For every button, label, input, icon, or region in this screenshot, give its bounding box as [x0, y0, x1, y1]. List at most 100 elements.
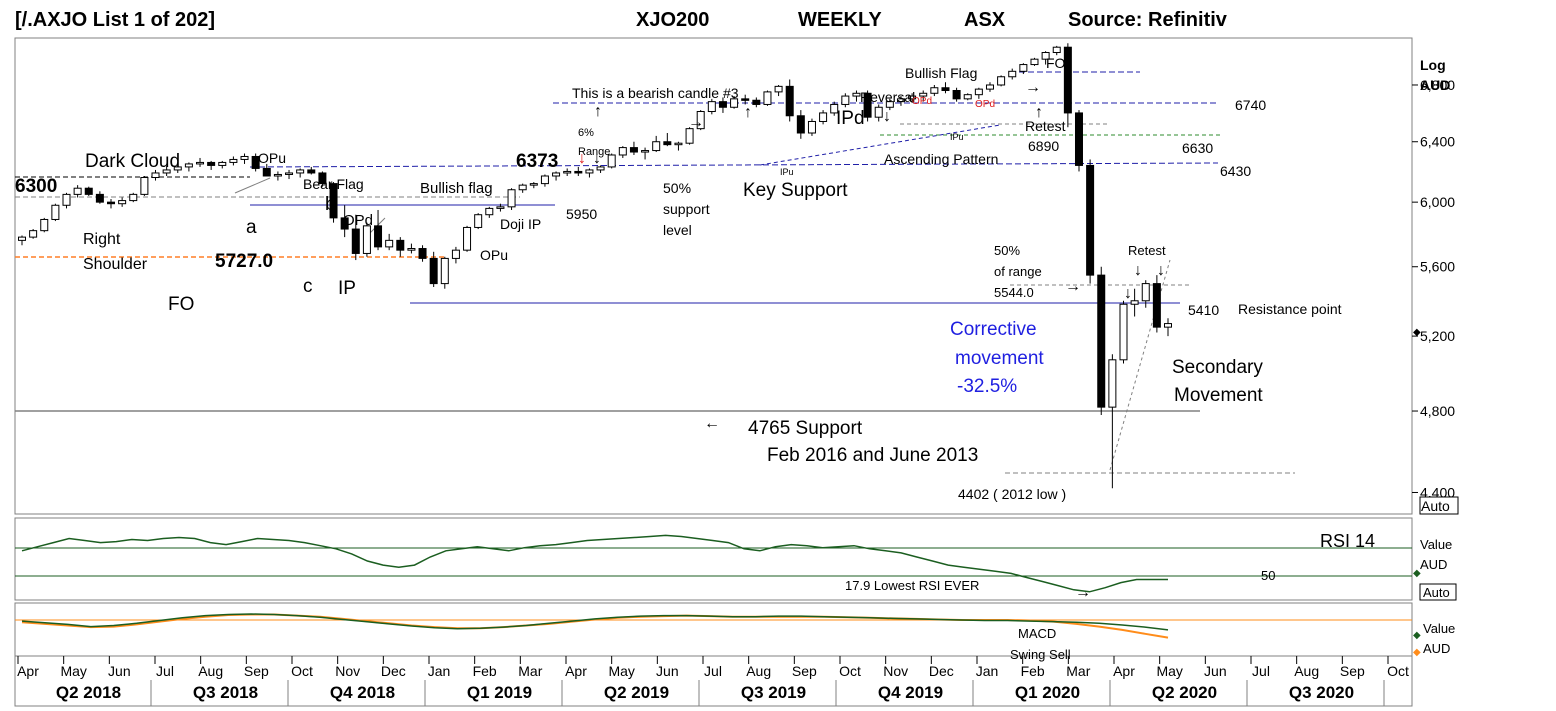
month-label: Jan [428, 663, 451, 679]
source-label: Source: Refinitiv [1068, 9, 1228, 31]
candle-up [73, 187, 82, 195]
month-labels: Apr May Jun Jul Aug Sep Oct Nov Dec Jan Feb Mar Apr M… [17, 656, 1409, 679]
ipu-label-1: IPu [780, 167, 794, 177]
candle-up [273, 173, 282, 177]
exchange-label: ASX [964, 9, 1006, 31]
up-arrow-icon: ↑ [594, 103, 602, 120]
candle-up [229, 158, 238, 163]
dark-cloud-label: Dark Cloud [85, 151, 180, 172]
candle-up [18, 236, 26, 241]
rsi-auto-button[interactable] [1419, 583, 1457, 601]
month-label: Apr [1113, 663, 1135, 679]
pct6-label: 6% [578, 127, 594, 139]
candle-up [685, 128, 694, 144]
macd-axis-label-value: Value [1423, 621, 1455, 636]
candle-up [807, 120, 816, 134]
quarter-label: Q2 2020 [1152, 683, 1217, 702]
down-arrow-icon: ↓ [883, 108, 891, 125]
candle-up [652, 141, 661, 152]
month-label: Jun [108, 663, 131, 679]
candle-up [896, 98, 905, 103]
candle-down [107, 201, 116, 205]
month-label: Feb [1021, 663, 1045, 679]
period-label: WEEKLY [798, 9, 882, 31]
level-6300-label: 6300 [15, 176, 57, 197]
of-range-label: of range [994, 264, 1042, 279]
candle-up [407, 248, 416, 251]
candle-up [997, 76, 1006, 86]
price-tick-label: 6,400 [1420, 134, 1455, 150]
right-arrow-icon: → [688, 114, 704, 131]
candle-up [963, 94, 972, 100]
candle-up [1041, 52, 1050, 60]
retest-label-1: Retest [1025, 118, 1066, 134]
right-label: Right [83, 231, 121, 248]
candle-down [396, 239, 405, 251]
candle-down [307, 169, 316, 174]
price-axis-scale: Log [1420, 57, 1446, 73]
month-label: Jun [1204, 663, 1227, 679]
month-label: Mar [518, 663, 542, 679]
rsi-auto-label: Auto [1423, 585, 1450, 600]
quarter-label: Q1 2019 [467, 683, 532, 702]
ipu-label-2: IPu [950, 132, 964, 142]
candle-down [1074, 112, 1083, 166]
candle-up [218, 161, 227, 166]
candle-up [285, 172, 294, 175]
quarter-labels: Q2 2018 Q3 2018 Q4 2018 Q1 2019 Q2 2019 Q3 20… [56, 680, 1385, 706]
candle-down [418, 248, 427, 259]
level-6373-label: 6373 [516, 151, 558, 172]
price-tick-label: 6,000 [1420, 194, 1455, 210]
month-label: Oct [291, 663, 313, 679]
candles [18, 43, 1172, 489]
ascending-pattern-label: Ascending Pattern [884, 151, 998, 167]
left-arrow-icon: ← [704, 415, 720, 432]
month-label: Aug [198, 663, 223, 679]
candle-up [585, 169, 594, 174]
candle-up [874, 106, 883, 118]
wave-a-label: a [246, 217, 257, 238]
reversal-label: Reversal [860, 89, 915, 105]
month-label: Oct [839, 663, 861, 679]
candle-up [474, 214, 483, 228]
down-arrow-icon: ↓ [1134, 262, 1142, 279]
macd-title: MACD [1018, 626, 1056, 641]
candle-up [974, 88, 983, 96]
candle-up [118, 200, 127, 205]
time-axis-frame [14, 655, 1413, 707]
quarter-label: Q3 2018 [193, 683, 258, 702]
candle-up [385, 239, 394, 248]
month-label: Sep [792, 663, 817, 679]
corrective-label-2: movement [955, 348, 1044, 369]
right-arrow-icon: → [1025, 79, 1041, 96]
candle-up [1008, 70, 1017, 78]
candle-up [40, 218, 49, 232]
fo-left-label: FO [168, 294, 194, 315]
candle-down [629, 147, 638, 153]
candle-down [952, 90, 961, 100]
candle-up [540, 175, 549, 185]
fo-top-label: FO [1046, 55, 1066, 71]
candle-up [841, 95, 850, 105]
candle-down [374, 225, 383, 248]
opu-label-2: OPu [480, 247, 508, 263]
signal-marker-icon: ◆ [1413, 647, 1421, 658]
candle-down [262, 167, 271, 177]
candle-up [885, 101, 894, 108]
candle-up [618, 147, 627, 156]
candle-up [162, 169, 171, 174]
list-label: [/.AXJO List 1 of 202] [15, 9, 215, 31]
candle-down [741, 98, 750, 101]
candle-up [496, 206, 505, 209]
candle-up [140, 177, 149, 195]
secondary-label-1: Secondary [1172, 357, 1263, 378]
month-label: Jan [976, 663, 999, 679]
candle-up [819, 112, 828, 122]
price-auto-button[interactable] [1419, 496, 1459, 515]
candle-down [207, 161, 216, 166]
candle-up [184, 163, 193, 168]
candle-down [340, 217, 349, 230]
annotations: Dark Cloud 6300 Right Shoulder FO OPu Be… [15, 55, 1421, 658]
month-label: Jul [1252, 663, 1270, 679]
candle-up [852, 92, 861, 97]
